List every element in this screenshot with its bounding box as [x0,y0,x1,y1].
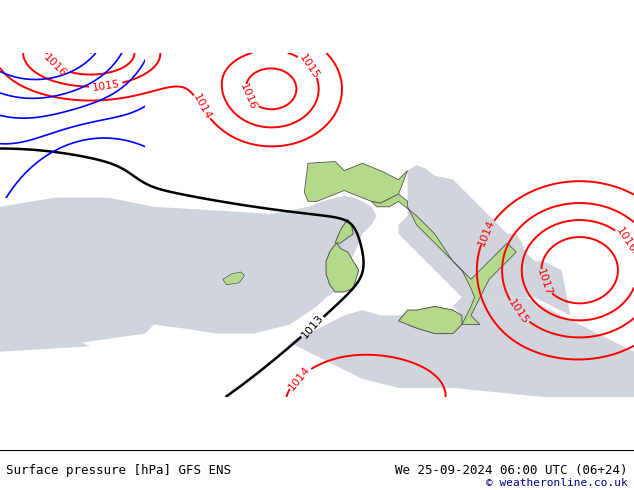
Text: 1016: 1016 [614,226,634,255]
Polygon shape [0,196,377,352]
Text: We 25-09-2024 06:00 UTC (06+24): We 25-09-2024 06:00 UTC (06+24) [395,464,628,477]
Polygon shape [408,165,534,270]
Text: 1013: 1013 [300,313,325,341]
Polygon shape [453,243,516,324]
Text: 1014: 1014 [477,218,496,247]
Text: Surface pressure [hPa] GFS ENS: Surface pressure [hPa] GFS ENS [6,464,231,477]
Text: 1016: 1016 [238,82,258,111]
Polygon shape [223,272,245,285]
Polygon shape [399,169,571,316]
Polygon shape [335,220,353,243]
Polygon shape [304,162,408,203]
Text: 1015: 1015 [91,79,120,93]
Polygon shape [399,306,462,334]
Polygon shape [326,243,359,292]
Text: 1014: 1014 [191,92,213,122]
Text: 1015: 1015 [507,297,531,326]
Text: 1015: 1015 [297,52,321,81]
Text: © weatheronline.co.uk: © weatheronline.co.uk [486,478,628,488]
Text: 1017: 1017 [534,267,553,297]
Text: 1014: 1014 [286,364,312,392]
Text: 1016: 1016 [42,52,68,79]
Polygon shape [290,297,634,397]
Polygon shape [372,194,453,261]
